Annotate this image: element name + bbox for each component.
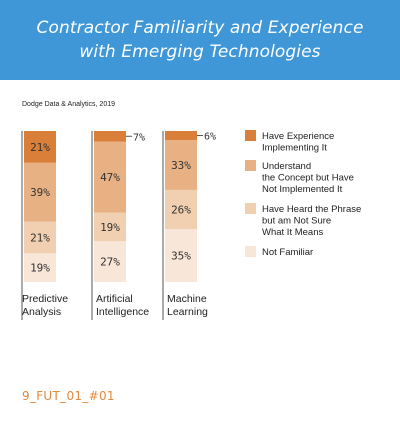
legend-label: Have Experience <box>262 131 334 142</box>
legend-label: the Concept but Have <box>262 173 354 184</box>
data-label: 39% <box>30 186 50 199</box>
figure-code: 9_FUT_01_#01 <box>22 389 115 403</box>
legend-label: Not Implemented It <box>262 184 343 195</box>
bar-segment <box>165 140 197 190</box>
data-label: 26% <box>171 204 191 217</box>
bar-segment <box>94 141 126 213</box>
legend-swatch <box>245 160 256 171</box>
data-label: 47% <box>100 171 120 184</box>
bar-segment <box>94 241 126 282</box>
bar-segment <box>24 221 56 254</box>
legend-label: What It Means <box>262 227 323 238</box>
data-label: 19% <box>100 221 120 234</box>
legend-swatch <box>245 246 256 257</box>
data-label: 21% <box>30 141 50 154</box>
data-label: 33% <box>171 159 191 172</box>
data-label: 19% <box>30 262 50 275</box>
bar-segment <box>24 131 56 163</box>
category-label: Learning <box>167 306 208 318</box>
bar-segment <box>94 212 126 242</box>
chart-title-line-2: with Emerging Technologies <box>79 42 321 62</box>
data-label: 21% <box>30 231 50 244</box>
category-label: Intelligence <box>96 306 149 318</box>
legend-swatch <box>245 130 256 141</box>
chart-title-line-1: Contractor Familiarity and Experience <box>36 18 364 38</box>
source-note: Dodge Data & Analytics, 2019 <box>22 101 116 108</box>
bar-segment <box>165 131 197 141</box>
data-label: 27% <box>100 256 120 269</box>
legend-swatch <box>245 203 256 214</box>
legend-label: Not Familiar <box>262 247 313 258</box>
bar-segment <box>165 229 197 282</box>
bar-segment <box>24 253 56 282</box>
data-label: 6% <box>204 132 216 143</box>
bar-segment <box>94 131 126 142</box>
data-label: 7% <box>133 132 145 143</box>
legend-label: Implementing It <box>262 143 327 154</box>
title-banner: Contractor Familiarity and Experience wi… <box>0 0 400 80</box>
category-label: Machine <box>167 293 207 305</box>
category-label: Predictive <box>22 293 68 305</box>
legend-label: but am Not Sure <box>262 216 331 227</box>
category-label: Artificial <box>96 293 133 305</box>
bar-segment <box>24 162 56 222</box>
legend-label: Understand <box>262 161 311 172</box>
bar-segment <box>165 189 197 230</box>
data-label: 35% <box>171 250 191 263</box>
legend-label: Have Heard the Phrase <box>262 204 361 215</box>
category-label: Analysis <box>22 306 61 318</box>
